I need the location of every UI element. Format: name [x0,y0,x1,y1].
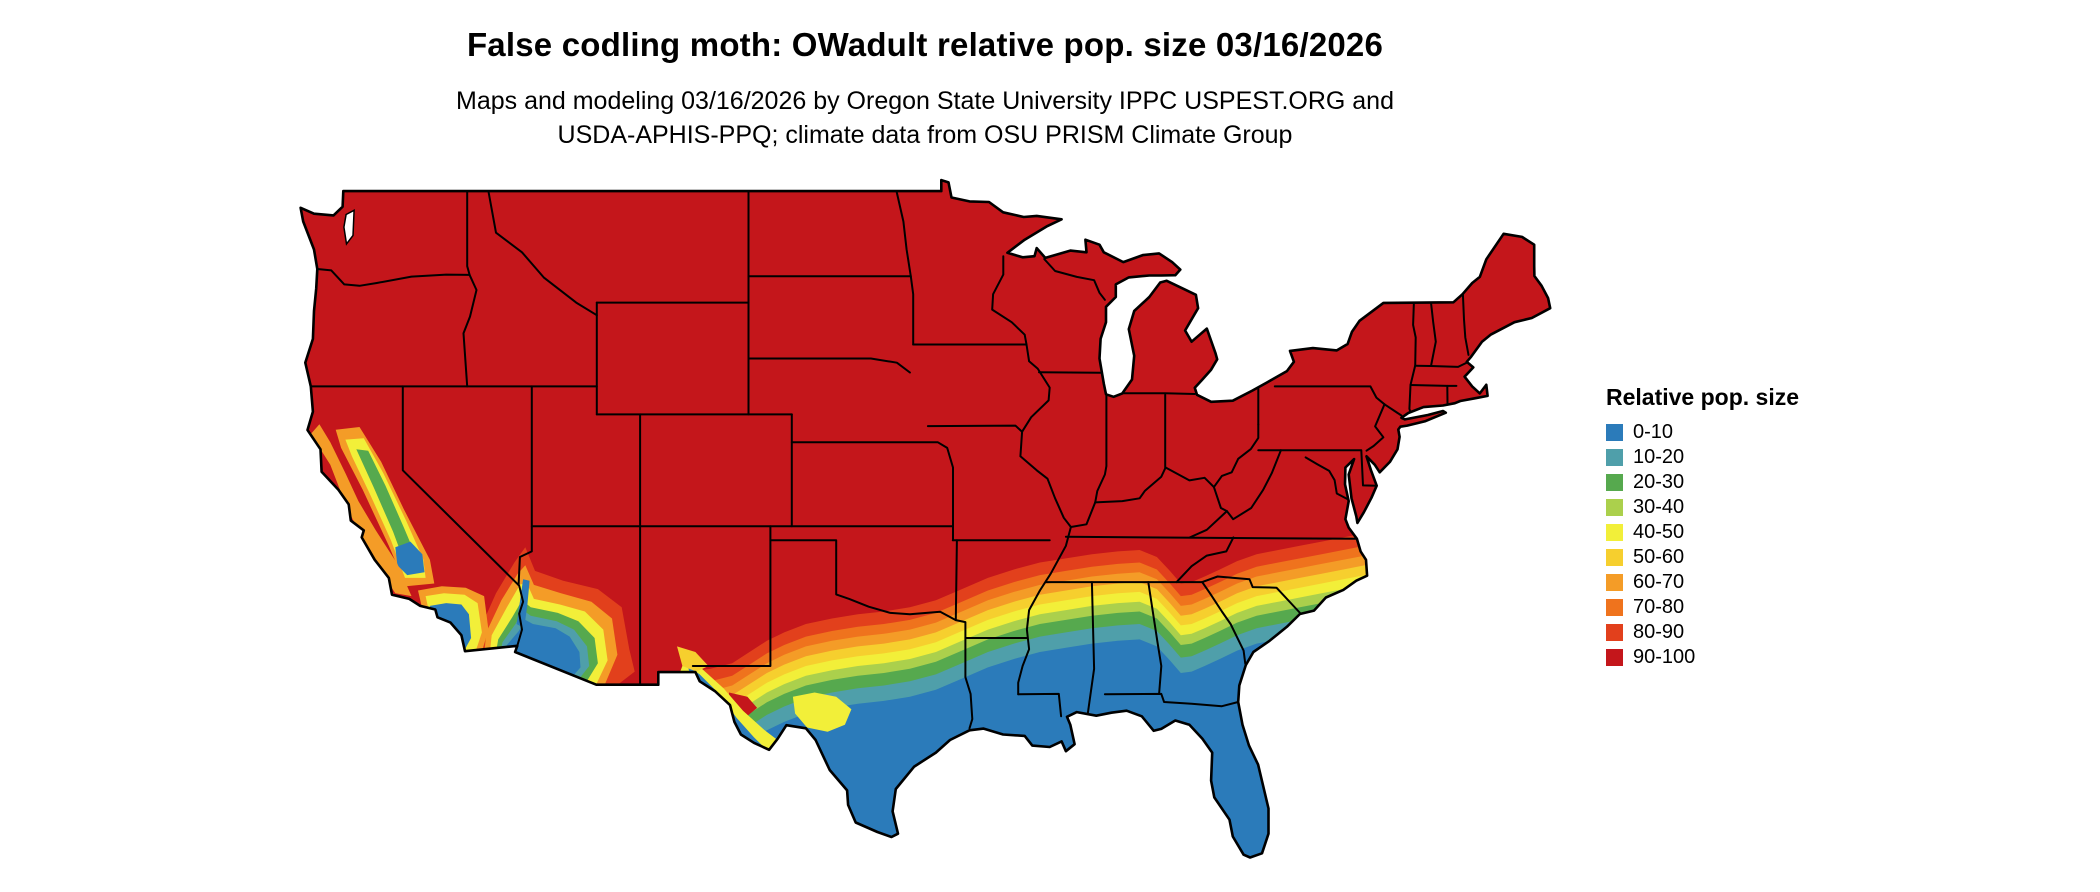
us-choropleth-map [299,178,1552,859]
legend-label: 10-20 [1633,446,1685,468]
legend-swatch [1606,574,1623,591]
population-fill-layer [300,180,1551,858]
map-subtitle: Maps and modeling 03/16/2026 by Oregon S… [0,84,1850,152]
map-base [300,180,1551,858]
legend-label: 20-30 [1633,471,1685,493]
legend-swatch [1606,524,1623,541]
legend-label: 60-70 [1633,571,1685,593]
population-patch [356,449,417,564]
legend-swatch [1606,624,1623,641]
legend-swatch [1606,649,1623,666]
legend-swatch [1606,599,1623,616]
legend-label: 40-50 [1633,521,1685,543]
us-outline [299,178,1552,859]
legend: Relative pop. size 0-10 10-20 20-30 30-40 40… [1606,384,1799,670]
population-patch [310,424,412,597]
legend-label: 0-10 [1633,421,1674,443]
legend-swatch [1606,474,1623,491]
legend-items: 0-10 10-20 20-30 30-40 40-50 50-60 60-70 70-80 8… [1606,420,1799,670]
legend-item: 60-70 [1606,570,1799,595]
legend-swatch [1606,449,1623,466]
legend-item: 80-90 [1606,620,1799,645]
state-borders-layer [306,190,1470,730]
population-patch [395,541,425,576]
legend-swatch [1606,499,1623,516]
legend-title: Relative pop. size [1606,384,1800,410]
legend-item: 40-50 [1606,520,1799,545]
legend-swatch [1606,424,1623,441]
legend-label: 90-100 [1633,646,1696,668]
legend-item: 20-30 [1606,470,1799,495]
legend-label: 70-80 [1633,596,1685,618]
legend-label: 80-90 [1633,621,1685,643]
legend-item: 50-60 [1606,545,1799,570]
legend-item: 70-80 [1606,595,1799,620]
legend-item: 0-10 [1606,420,1799,445]
puget-sound-water [343,209,355,246]
population-patch [792,692,852,732]
legend-swatch [1606,549,1623,566]
legend-item: 10-20 [1606,445,1799,470]
legend-item: 90-100 [1606,645,1799,670]
legend-label: 30-40 [1633,496,1685,518]
subtitle-line-2: USDA-APHIS-PPQ; climate data from OSU PR… [557,121,1293,149]
map-title: False codling moth: OWadult relative pop… [466,26,1384,63]
subtitle-line-1: Maps and modeling 03/16/2026 by Oregon S… [456,87,1394,115]
legend-label: 50-60 [1633,546,1685,568]
legend-item: 30-40 [1606,495,1799,520]
